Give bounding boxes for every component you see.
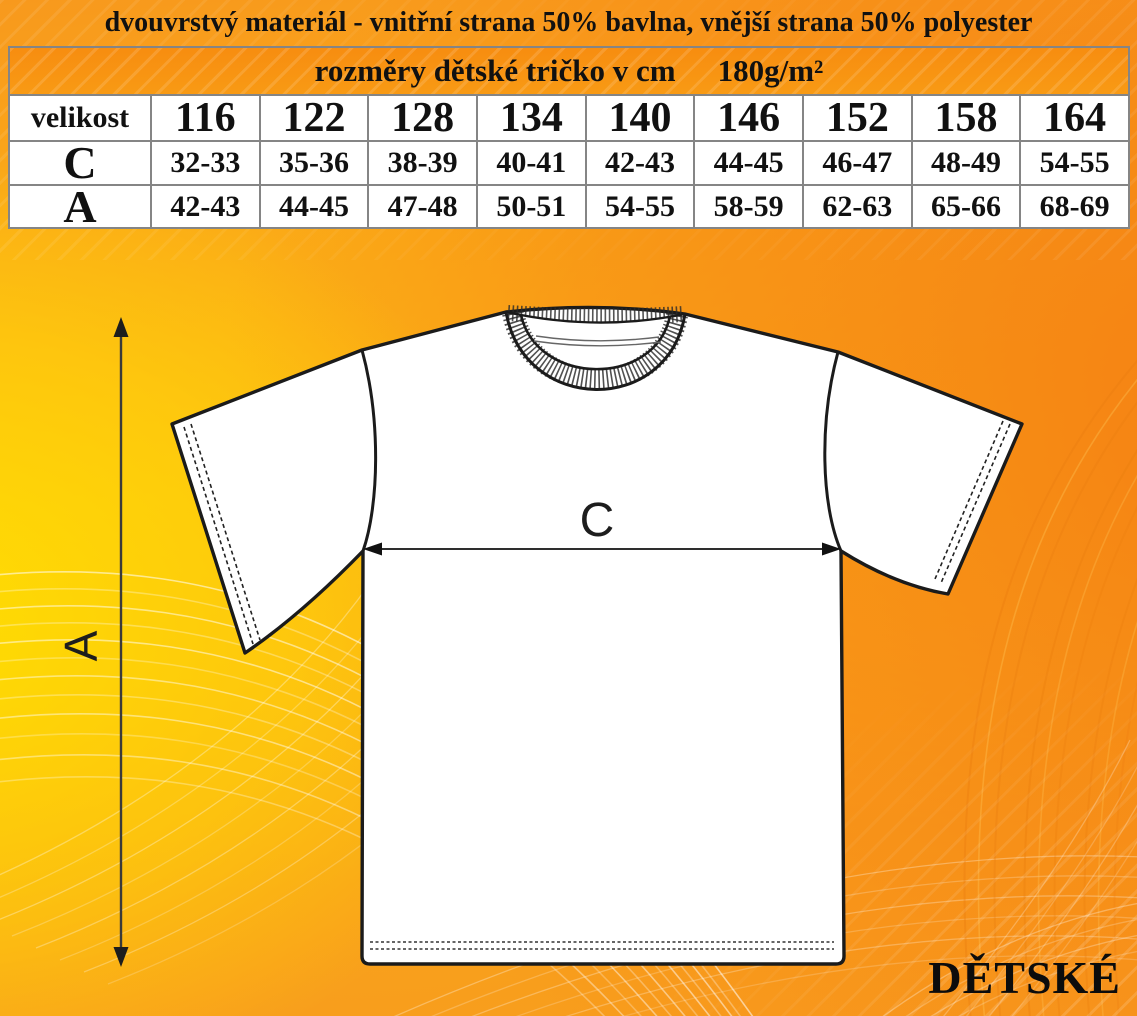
right-cuff-stitch <box>934 420 1004 580</box>
size-header-cell: 134 <box>477 96 585 140</box>
size-header-cell: 116 <box>152 96 259 140</box>
value-cell: 54-55 <box>1021 142 1128 184</box>
size-table: rozměry dětské tričko v cm 180g/m² velik… <box>8 46 1130 229</box>
size-header-cell: 146 <box>695 96 802 140</box>
size-header-cell: 152 <box>803 96 911 140</box>
size-grid: velikost 116 122 128 134 140 146 152 158… <box>10 96 1128 229</box>
size-header-cell: 122 <box>260 96 368 140</box>
value-cell: 35-36 <box>260 142 368 184</box>
collar-back-bottom-line <box>505 310 686 324</box>
value-cell: 58-59 <box>695 186 802 227</box>
value-cell: 44-45 <box>260 186 368 227</box>
width-label: C <box>580 494 615 547</box>
value-cell: 50-51 <box>477 186 585 227</box>
fabric-weight: 180g/m² <box>717 53 824 88</box>
left-cuff-stitch <box>183 426 254 645</box>
value-cell: 62-63 <box>803 186 911 227</box>
size-header-cell: 140 <box>586 96 694 140</box>
value-cell: 44-45 <box>695 142 802 184</box>
value-cell: 68-69 <box>1021 186 1128 227</box>
collar-front-ribbing <box>502 310 688 391</box>
product-category-label: DĚTSKÉ <box>928 952 1121 1003</box>
value-cell: 48-49 <box>912 142 1020 184</box>
value-cell: 42-43 <box>152 186 259 227</box>
neck-seam-line <box>533 340 662 347</box>
size-header-cell: 128 <box>369 96 476 140</box>
width-arrow <box>363 542 841 556</box>
table-caption: rozměry dětské tričko v cm <box>314 53 676 88</box>
value-cell: 46-47 <box>803 142 911 184</box>
material-description: dvouvrstvý materiál - vnitřní strana 50%… <box>104 7 1033 38</box>
right-armhole-seam <box>823 351 843 552</box>
row-label-length: A <box>10 183 150 229</box>
collar-inner-line <box>519 314 672 371</box>
corner-header-cell: velikost <box>10 96 150 140</box>
left-armhole-seam <box>360 349 378 552</box>
value-cell: 38-39 <box>369 142 476 184</box>
height-arrow <box>113 317 129 967</box>
value-cell: 54-55 <box>586 186 694 227</box>
tshirt-silhouette <box>170 305 1024 966</box>
value-cell: 42-43 <box>586 142 694 184</box>
value-cell: 32-33 <box>152 142 259 184</box>
left-cuff-stitch <box>190 423 261 641</box>
row-label-chest: C <box>10 140 150 186</box>
table-caption-row: rozměry dětské tričko v cm 180g/m² <box>10 48 1128 94</box>
value-cell: 40-41 <box>477 142 585 184</box>
size-header-cell: 158 <box>912 96 1020 140</box>
value-cell: 65-66 <box>912 186 1020 227</box>
height-label: A <box>55 630 107 661</box>
size-header-cell: 164 <box>1021 96 1128 140</box>
value-cell: 47-48 <box>369 186 476 227</box>
right-cuff-stitch <box>940 423 1011 584</box>
neck-seam-line <box>535 335 660 342</box>
collar-outer-line <box>504 311 687 391</box>
collar-back-ribbing <box>507 305 684 325</box>
